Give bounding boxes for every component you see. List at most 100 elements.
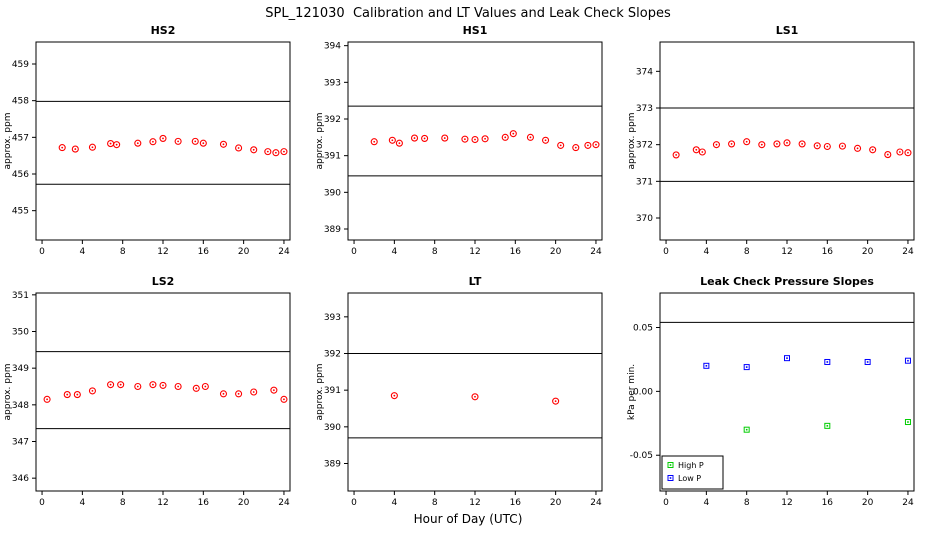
plot-box [659,41,915,241]
y-tick-label: 0.00 [633,387,653,397]
x-tick-label: 24 [278,247,290,257]
data-point-dot [544,139,547,142]
y-tick-label: 394 [324,42,341,52]
y-tick-label: 392 [324,350,341,360]
data-point [884,151,892,159]
data-point [813,142,821,150]
data-point [159,134,167,142]
data-point [712,141,720,149]
data-point-dot [898,151,901,153]
data-point [824,358,831,365]
data-point-dot [119,383,122,386]
data-point-dot [745,140,748,143]
data-point-dot [194,140,197,143]
data-point-dot [423,137,426,140]
data-point-dot [252,148,255,151]
y-tick-label: 457 [12,133,29,143]
data-point-dot [484,137,486,140]
x-tick-label: 8 [120,247,126,257]
x-tick-label: 0 [39,247,45,257]
y-tick-label: 389 [324,460,341,470]
x-axis-label: Hour of Day (UTC) [413,512,523,526]
data-point [904,419,911,426]
y-axis-title: approx. ppm [3,364,13,421]
x-tick-label: 12 [157,498,168,508]
data-point-dot [152,140,154,143]
x-tick-label: 4 [703,498,709,508]
data-point-dot [393,394,396,397]
data-point [174,382,182,391]
data-point-dot [162,137,164,140]
plot-box [347,41,603,241]
data-point [584,141,592,149]
data-point-dot [136,142,139,145]
x-tick-label: 24 [590,498,602,508]
data-point [572,144,580,152]
y-axis-title: approx. ppm [3,113,13,170]
data-point-dot [745,366,748,368]
data-point-dot [177,140,180,143]
x-tick-label: 16 [198,247,210,257]
x-tick-label: 24 [590,247,602,257]
data-point [250,388,258,396]
data-point [201,382,209,391]
data-point-dot [512,132,515,135]
data-point-dot [266,150,269,153]
data-point [904,357,911,364]
data-point-dot [504,136,507,139]
x-tick-label: 8 [120,498,126,508]
y-tick-label: 346 [12,474,29,484]
x-tick-label: 12 [469,498,480,508]
panel-title: HS1 [463,24,488,37]
data-point-dot [91,390,94,392]
data-point [798,140,806,148]
x-tick-label: 0 [351,498,357,508]
data-point [370,138,378,146]
data-point-dot [91,146,94,149]
data-point [758,141,766,149]
panel-title: HS2 [151,24,176,37]
x-tick-label: 20 [238,498,250,508]
data-point-dot [907,359,909,362]
data-point-dot [237,147,240,149]
y-tick-label: 348 [12,401,29,411]
y-tick-label: 371 [636,177,653,187]
data-point [728,140,736,148]
data-point [149,381,157,389]
data-point-dot [204,385,207,388]
data-point-dot [177,385,180,388]
data-point [743,364,750,371]
y-tick-label: 349 [12,364,29,374]
data-point [219,390,228,398]
x-tick-label: 12 [781,247,792,257]
data-point-dot [841,145,844,148]
legend-box [661,455,724,490]
data-point-dot [760,143,763,146]
data-point [58,144,66,152]
y-tick-label: -0.05 [630,451,653,461]
x-tick-label: 20 [550,247,562,257]
data-point-dot [66,393,69,396]
data-point [219,140,228,148]
x-tick-label: 8 [432,498,438,508]
data-point-dot [464,138,466,141]
x-tick-label: 8 [744,498,750,508]
data-point [134,382,142,391]
y-axis-title: approx. ppm [315,364,325,421]
data-point [698,148,706,156]
x-tick-label: 20 [862,247,874,257]
y-tick-label: 372 [636,141,653,151]
data-point [192,384,200,392]
data-point [117,381,125,389]
y-tick-label: 390 [324,188,341,198]
data-point-dot [730,143,733,145]
data-point-dot [826,425,829,427]
y-tick-label: 455 [12,207,29,217]
data-point [264,148,272,156]
chart-hs1: HS1 approx. ppm 0 4 8 12 16 20 24 389 390 391 392 393… [315,24,603,257]
x-tick-label: 0 [39,498,45,508]
data-point [113,141,121,149]
data-point-dot [871,148,874,151]
data-point [43,395,51,403]
x-tick-label: 16 [822,498,834,508]
